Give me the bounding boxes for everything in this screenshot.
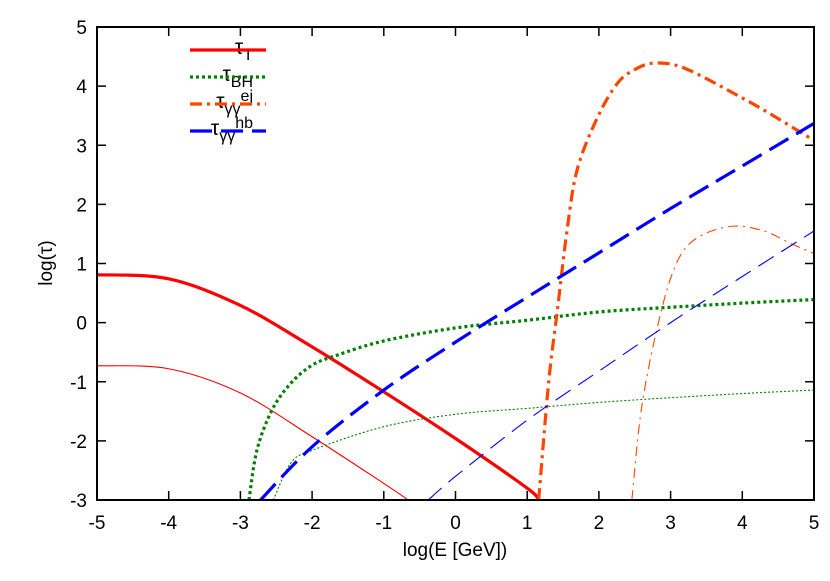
series-line-2 <box>247 297 814 500</box>
x-axis-label: log(E [GeV]) <box>403 540 508 561</box>
y-tick-label: 1 <box>76 255 87 276</box>
y-tick-label: 4 <box>76 77 87 98</box>
x-tick-label: 3 <box>665 513 676 534</box>
series-line-0 <box>97 273 540 500</box>
y-tick-label: 3 <box>76 136 87 157</box>
legend-label: τγγej <box>216 88 253 118</box>
series-line-5 <box>631 225 814 500</box>
y-tick-label: 0 <box>76 314 87 335</box>
x-tick-label: -1 <box>375 513 392 534</box>
curves <box>97 61 814 500</box>
x-tick-label: -5 <box>89 513 106 534</box>
x-tick-label: 4 <box>737 513 748 534</box>
series-line-6 <box>259 121 814 500</box>
legend-label: τBH <box>222 63 253 91</box>
x-tick-label: 2 <box>594 513 605 534</box>
x-tick-label: -4 <box>160 513 177 534</box>
series-line-3 <box>272 389 814 500</box>
series-line-4 <box>537 61 814 500</box>
x-tick-label: 1 <box>522 513 533 534</box>
y-tick-label: -3 <box>70 491 87 512</box>
x-tick-label: 5 <box>809 513 820 534</box>
x-tick-label: -3 <box>232 513 249 534</box>
legend-label: τT <box>235 36 253 64</box>
x-tick-label: 0 <box>450 513 461 534</box>
x-tick-label: -2 <box>304 513 321 534</box>
y-axis-label: log(τ) <box>36 240 57 286</box>
ticks: -5 -4 -3 -2 -1 0 1 2 3 4 5 -3 -2 -1 0 1 2 3 4 5 <box>70 18 819 534</box>
y-tick-label: -1 <box>70 373 87 394</box>
plot-frame <box>96 26 815 501</box>
y-tick-label: -2 <box>70 432 87 453</box>
y-tick-label: 5 <box>76 18 87 39</box>
y-tick-label: 2 <box>76 195 87 216</box>
series-line-7 <box>427 230 814 500</box>
series-line-1 <box>97 365 409 500</box>
